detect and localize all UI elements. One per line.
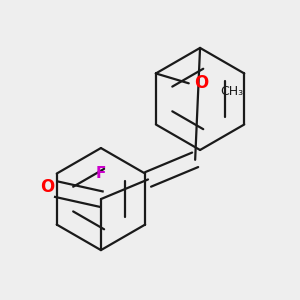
Text: O: O bbox=[194, 74, 208, 92]
Text: CH₃: CH₃ bbox=[220, 85, 243, 98]
Text: O: O bbox=[40, 178, 54, 196]
Text: F: F bbox=[96, 166, 106, 181]
